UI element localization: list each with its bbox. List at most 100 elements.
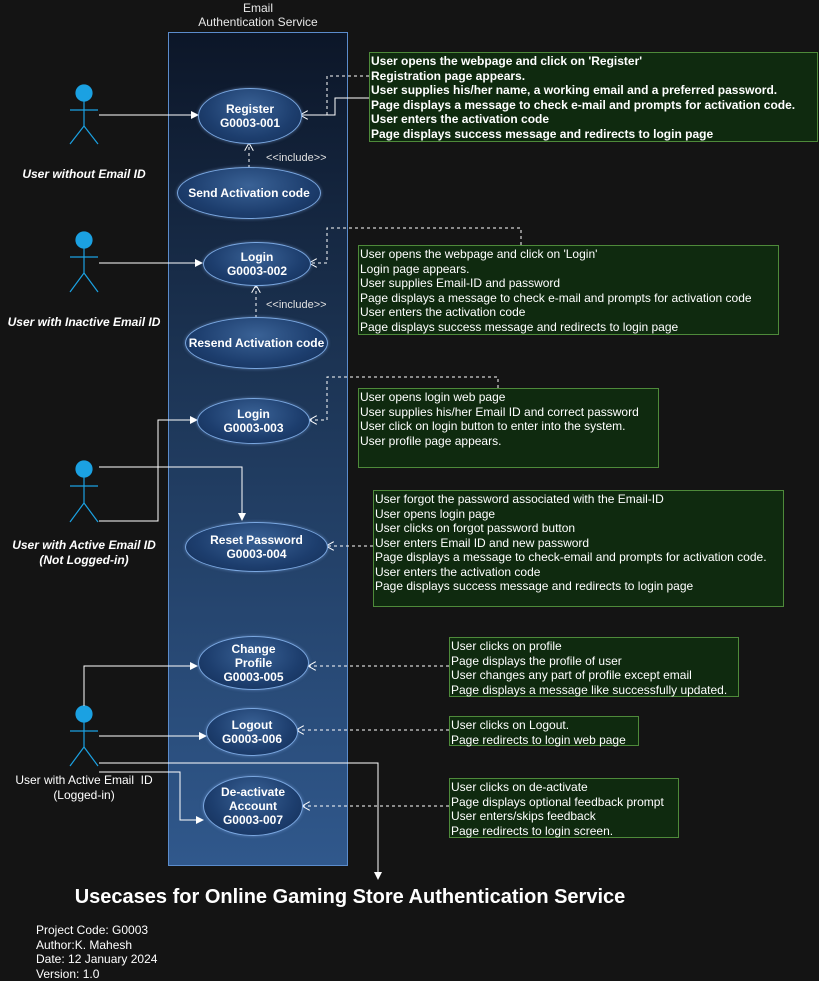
usecase-code: G0003-004 (226, 547, 287, 561)
usecase-code: G0003-007 (222, 813, 284, 827)
usecase-login-inactive[interactable]: Login G0003-002 (203, 242, 311, 286)
assoc-deactivate (99, 771, 204, 824)
note-line: User opens the webpage and click on 'Reg… (371, 54, 643, 68)
note-line: User opens login page (375, 506, 496, 521)
actor-user-active-logged (69, 705, 99, 767)
usecase-title: Resend Activation code (188, 336, 325, 350)
project-metadata: Project Code: G0003 Author:K. Mahesh Dat… (36, 923, 157, 981)
assoc-reset-password (99, 466, 246, 521)
note-link-login-active (309, 376, 499, 420)
meta-author: Author:K. Mahesh (36, 937, 133, 952)
note-line: User supplies his/her Email ID and corre… (360, 404, 639, 419)
note-line: User forgot the password associated with… (375, 492, 664, 506)
note-line: Registration page appears. (371, 68, 526, 83)
note-line: User clicks on Logout. (451, 718, 570, 732)
usecase-code: G0003-002 (226, 264, 288, 278)
usecase-code: G0003-003 (223, 421, 284, 435)
note-line: Page displays success message and redire… (375, 579, 694, 593)
usecase-title: Account (229, 799, 277, 813)
include-label-2: <<include>> (266, 299, 327, 311)
note-line: User supplies Email-ID and password (360, 276, 561, 290)
note-line: Page displays a message to check-email a… (375, 550, 767, 564)
usecase-title: De-activate (220, 785, 286, 799)
assoc-change-profile (83, 662, 198, 706)
usecase-title: Change (231, 642, 276, 656)
note-line: User changes any part of profile except … (451, 668, 692, 682)
note-link-register-2 (300, 97, 369, 116)
note-line: Page displays the profile of user (451, 653, 622, 668)
note-logout[interactable]: User clicks on Logout. Page redirects to… (449, 716, 639, 747)
note-line: Page displays a message to check e-mail … (360, 290, 752, 305)
note-line: User supplies his/her name, a working em… (371, 83, 778, 97)
meta-date: Date: 12 January 2024 (36, 952, 158, 966)
system-title-line1: Email (242, 1, 273, 15)
usecase-title: Reset Password (210, 533, 303, 547)
note-login-active[interactable]: User opens login web page User supplies … (358, 388, 659, 468)
usecase-title: Login (237, 407, 270, 421)
note-login-inactive[interactable]: User opens the webpage and click on 'Log… (358, 245, 779, 335)
actor-label-active-not-logged: User with Active Email ID (Not Logged-in… (4, 538, 164, 568)
usecase-deactivate[interactable]: De-activate Account G0003-007 (203, 776, 303, 836)
actor-label-line: User with Inactive Email ID (7, 315, 161, 329)
actor-user-active-not-logged (69, 460, 99, 523)
note-deactivate[interactable]: User clicks on de-activate Page displays… (449, 778, 679, 838)
actor-label-line: (Logged-in) (53, 788, 115, 802)
usecase-logout[interactable]: Logout G0003-006 (206, 708, 298, 756)
actor-user-without-email (69, 84, 99, 145)
usecase-code: G0003-005 (223, 670, 284, 684)
usecase-send-activation[interactable]: Send Activation code (177, 167, 321, 219)
note-line: User click on login button to enter into… (360, 419, 626, 433)
usecase-reset-password[interactable]: Reset Password G0003-004 (185, 522, 328, 572)
include-label-1: <<include>> (266, 152, 327, 164)
usecase-login-active[interactable]: Login G0003-003 (197, 398, 310, 444)
diagram-title: Usecases for Online Gaming Store Authent… (74, 886, 626, 908)
assoc-login-active (99, 416, 198, 522)
usecase-title: Register (225, 102, 275, 116)
note-link-login-inactive (309, 227, 522, 263)
system-title-line2: Authentication Service (198, 15, 318, 29)
note-line: User enters/skips feedback (451, 809, 596, 823)
note-line: User enters the activation code (360, 305, 526, 319)
usecase-title: Send Activation code (188, 186, 310, 200)
actor-label-inactive-email: User with Inactive Email ID (0, 315, 168, 330)
actor-user-inactive-email (69, 231, 99, 293)
note-line: Page displays a message to check e-mail … (371, 97, 796, 112)
usecase-code: G0003-006 (221, 732, 283, 746)
actor-label-line: User with Active Email ID (12, 538, 156, 552)
usecase-title: Login (240, 250, 274, 264)
meta-project-code: Project Code: G0003 (36, 923, 149, 937)
note-line: Login page appears. (360, 261, 470, 276)
note-change-profile[interactable]: User clicks on profile Page displays the… (449, 637, 739, 697)
usecase-register[interactable]: Register G0003-001 (198, 88, 302, 144)
usecase-title: Logout (231, 718, 273, 732)
usecase-resend-activation[interactable]: Resend Activation code (185, 317, 328, 369)
note-line: User enters the activation code (375, 564, 541, 579)
note-line: User opens the webpage and click on 'Log… (360, 247, 598, 261)
actor-label-line: User without Email ID (22, 167, 146, 181)
note-line: User enters Email ID and new password (375, 535, 590, 550)
actor-label-active-logged: User with Active Email ID (Logged-in) (4, 773, 164, 803)
usecase-title: Profile (234, 656, 273, 670)
actor-label-without-email: User without Email ID (10, 167, 158, 182)
note-line: User profile page appears. (360, 433, 502, 448)
note-line: Page displays success message and redire… (360, 319, 679, 334)
assoc-exit-flow (99, 762, 382, 880)
actor-label-line: User with Active Email ID (15, 773, 153, 787)
note-line: Page displays optional feedback prompt (451, 794, 664, 809)
actor-label-line: (Not Logged-in) (39, 553, 129, 567)
note-line: Page redirects to login web page (451, 732, 626, 747)
note-line: Page displays success message and redire… (371, 126, 714, 141)
note-line: User clicks on profile (451, 639, 562, 653)
meta-version: Version: 1.0 (36, 966, 100, 981)
note-line: User enters the activation code (371, 112, 550, 126)
note-line: Page displays a message like successfull… (451, 682, 728, 697)
note-line: User opens login web page (360, 390, 506, 404)
note-reset-password[interactable]: User forgot the password associated with… (373, 490, 784, 607)
note-line: Page redirects to login screen. (451, 823, 614, 838)
note-link-register-1 (300, 75, 369, 115)
note-line: User clicks on de-activate (451, 780, 588, 794)
usecase-change-profile[interactable]: Change Profile G0003-005 (198, 636, 309, 690)
note-line: User clicks on forgot password button (375, 521, 576, 535)
note-register[interactable]: User opens the webpage and click on 'Reg… (369, 52, 818, 142)
